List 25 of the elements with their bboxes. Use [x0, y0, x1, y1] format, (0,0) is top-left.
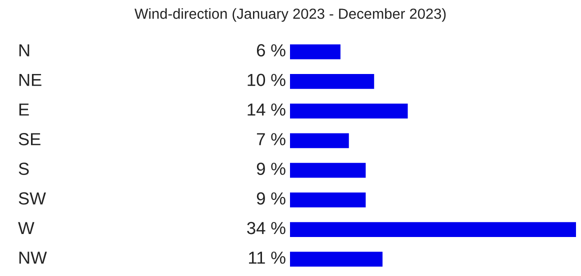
bar [290, 44, 340, 60]
y-tick-label: NE [19, 74, 42, 86]
y-tick-label: W [18, 222, 34, 234]
data-label: 7 % [256, 133, 286, 146]
data-label: 9 % [256, 192, 286, 205]
y-tick-label: SE [18, 133, 40, 146]
y-tick-label: SW [18, 192, 46, 205]
bar [290, 222, 576, 237]
bar [290, 252, 383, 267]
data-label: 34 % [247, 222, 286, 234]
y-tick-label: S [18, 162, 29, 175]
bar [290, 162, 366, 178]
y-tick-label: N [19, 44, 30, 56]
data-label: 10 % [248, 74, 286, 86]
data-label: 11 % [249, 252, 286, 264]
bar [290, 104, 408, 118]
data-label: 6 % [256, 44, 286, 56]
chart-title: Wind-direction (January 2023 - December 2023) [134, 8, 446, 22]
y-tick-label: NW [19, 252, 47, 264]
bar [290, 133, 349, 148]
bar [290, 74, 374, 89]
bar [290, 192, 366, 208]
y-tick-label: E [19, 104, 29, 116]
data-label: 9 % [256, 162, 286, 175]
data-label: 14 % [248, 104, 286, 116]
